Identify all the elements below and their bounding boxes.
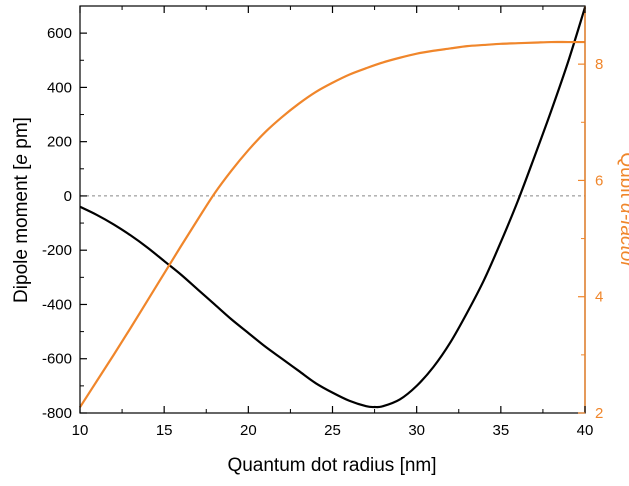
plot-frame xyxy=(79,5,586,414)
y-left-tick-label: -800 xyxy=(42,405,72,422)
x-tick-label: 15 xyxy=(156,422,173,439)
x-tick-label: 40 xyxy=(577,422,594,439)
y-right-tick-label: 4 xyxy=(595,289,603,306)
x-tick-label: 20 xyxy=(240,422,257,439)
dipole-moment-line xyxy=(79,7,587,409)
y-left-tick-label: 400 xyxy=(47,79,72,96)
y-axis-right-title: Qubit α-factor xyxy=(616,152,629,268)
y-right-tick-label: 8 xyxy=(595,56,603,73)
y-right-tick-label: 6 xyxy=(595,172,603,189)
qubit-alpha-factor-line xyxy=(79,40,585,408)
x-tick-label: 10 xyxy=(72,422,89,439)
x-tick-label: 30 xyxy=(408,422,425,439)
y-axis-left-title: Dipole moment [e pm] xyxy=(11,117,32,303)
y-left-tick-label: 200 xyxy=(47,134,72,151)
x-tick-label: 35 xyxy=(492,422,509,439)
y-left-tick-label: 600 xyxy=(47,25,72,42)
y-left-tick-label: -200 xyxy=(42,242,72,259)
y-left-tick-label: -600 xyxy=(42,351,72,368)
y-right-tick-label: 2 xyxy=(595,405,603,422)
x-axis-title: Quantum dot radius [nm] xyxy=(227,455,436,476)
x-tick-label: 25 xyxy=(324,422,341,439)
y-left-tick-label: 0 xyxy=(64,188,72,205)
y-left-tick-label: -400 xyxy=(42,296,72,313)
